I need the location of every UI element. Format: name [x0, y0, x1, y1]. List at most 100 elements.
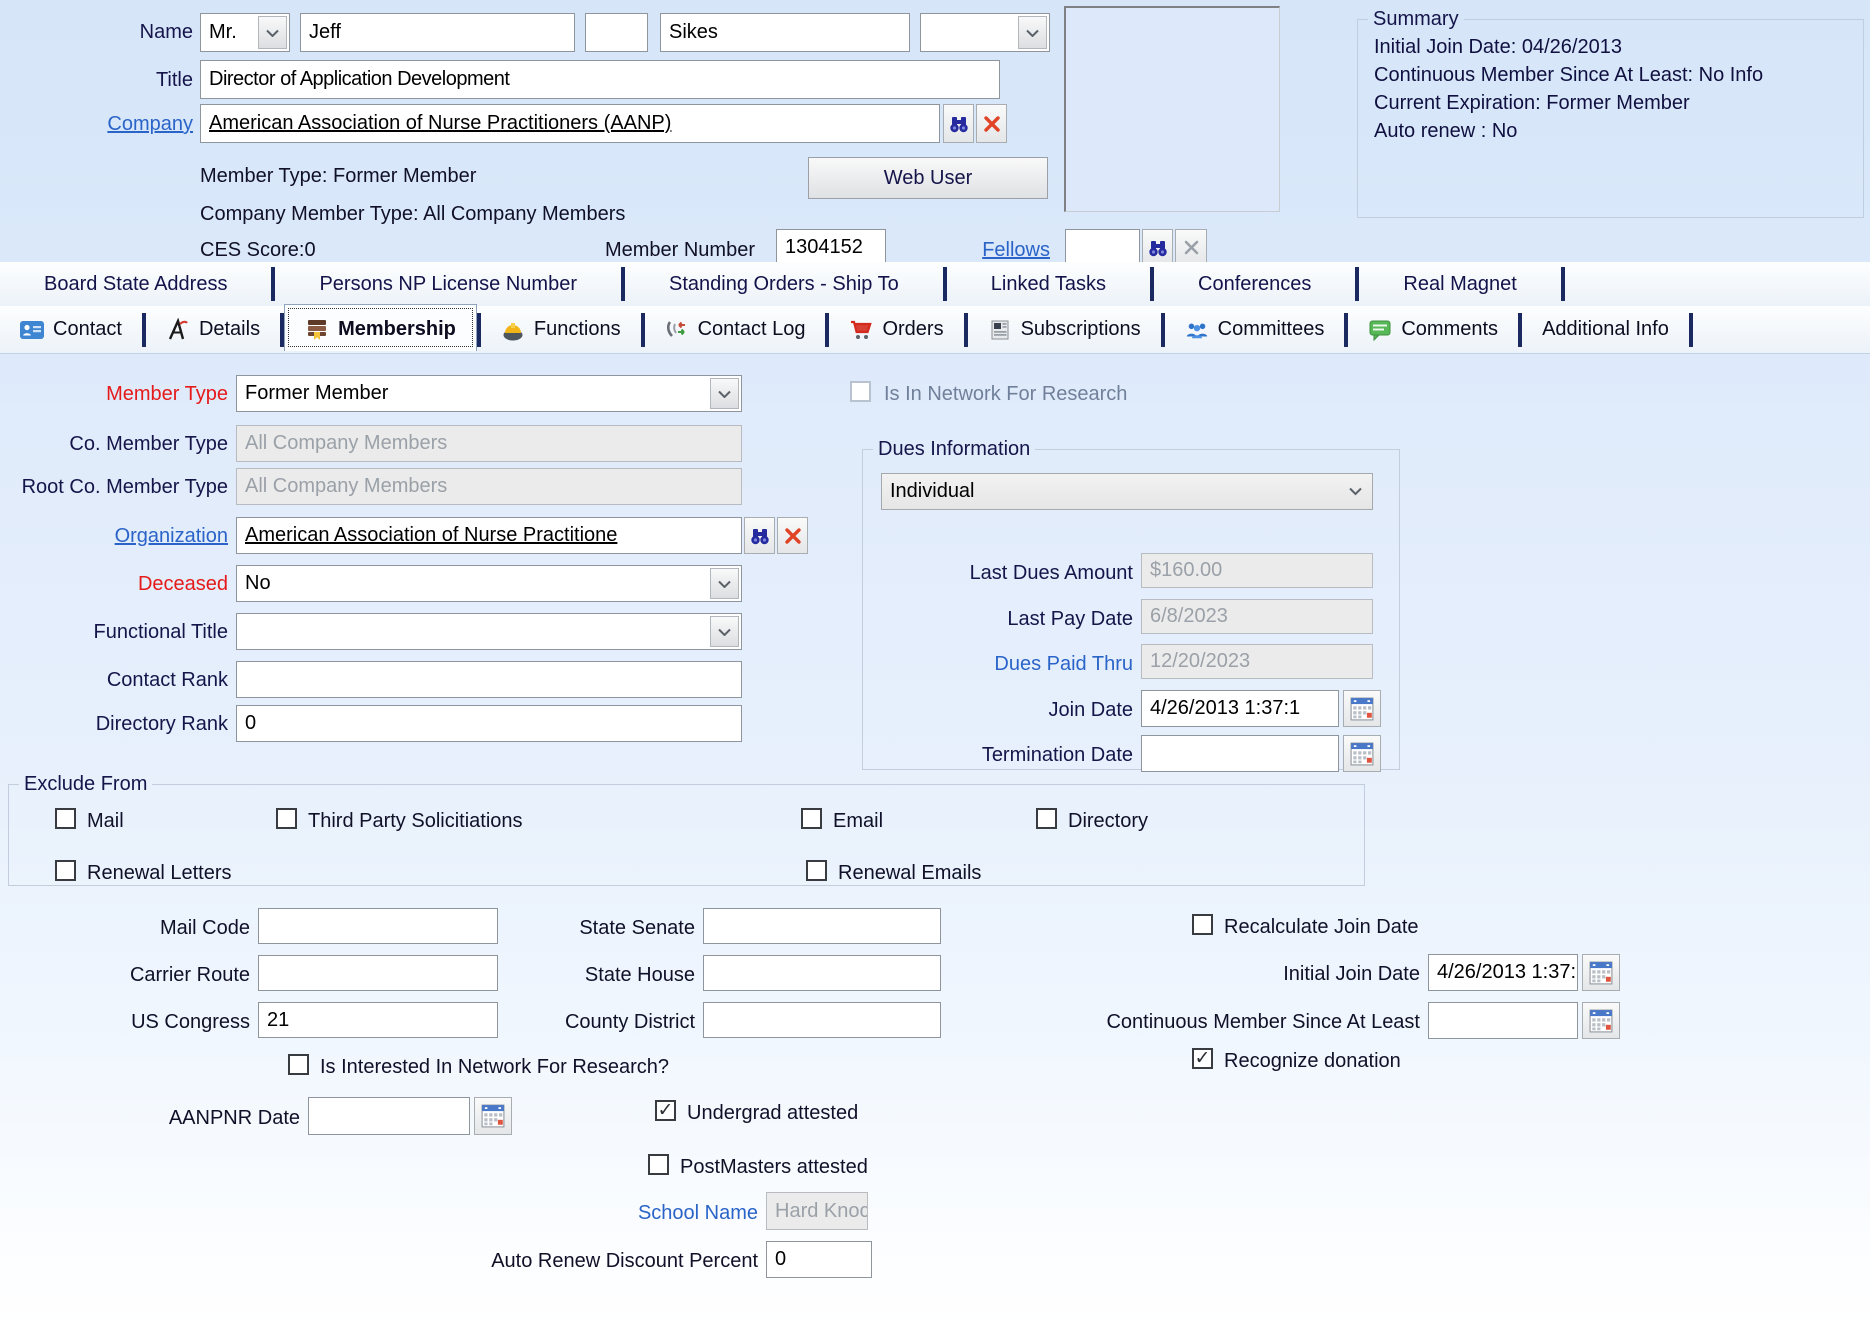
initial-join-date-input[interactable]: 4/26/2013 1:37:: [1428, 954, 1578, 991]
termination-date-calendar-button[interactable]: [1343, 735, 1381, 772]
fellows-input[interactable]: [1065, 229, 1140, 266]
tab-comments[interactable]: Comments: [1348, 306, 1518, 353]
initial-join-date-label: Initial Join Date: [1283, 963, 1420, 985]
calendar-icon: [1589, 960, 1613, 985]
recognize-donation-checkbox[interactable]: [1192, 1048, 1213, 1069]
fellows-search-button[interactable]: [1142, 229, 1173, 266]
state-senate-input[interactable]: [703, 908, 941, 944]
dues-paid-thru-label[interactable]: Dues Paid Thru: [994, 653, 1133, 675]
organization-link[interactable]: Organization: [114, 525, 228, 547]
organization-search-button[interactable]: [744, 517, 775, 554]
continuous-member-calendar-button[interactable]: [1582, 1002, 1620, 1039]
auto-renew-discount-input[interactable]: 0: [766, 1241, 872, 1278]
calendar-icon: [1350, 696, 1374, 721]
organization-clear-button[interactable]: [777, 517, 808, 554]
tab-persons-np-license-number[interactable]: Persons NP License Number: [319, 272, 577, 295]
exclude-from-legend: Exclude From: [24, 773, 148, 795]
tab-membership[interactable]: Membership: [284, 304, 477, 351]
exclude-email-checkbox[interactable]: [801, 808, 822, 829]
company-input[interactable]: American Association of Nurse Practition…: [200, 104, 940, 143]
state-house-label: State House: [584, 964, 695, 986]
directory-rank-label: Directory Rank: [95, 713, 228, 735]
exclude-directory-label: Directory: [1068, 810, 1149, 832]
root-co-member-type-input: All Company Members: [236, 468, 742, 505]
undergrad-attested-checkbox[interactable]: [655, 1100, 676, 1121]
company-link[interactable]: Company: [107, 113, 193, 135]
suffix-select[interactable]: [920, 13, 1050, 52]
exclude-renewal-emails-checkbox[interactable]: [806, 860, 827, 881]
fellows-clear-button[interactable]: [1175, 229, 1207, 266]
deceased-select[interactable]: No: [236, 565, 742, 602]
middle-name-input[interactable]: [585, 13, 648, 52]
last-pay-date-input: 6/8/2023: [1141, 599, 1373, 634]
recalculate-join-date-checkbox[interactable]: [1192, 914, 1213, 935]
tab-board-state-address[interactable]: Board State Address: [44, 272, 228, 295]
aanpnr-date-input[interactable]: [308, 1097, 470, 1135]
summary-expiration: Current Expiration: Former Member: [1374, 92, 1690, 114]
tab-real-magnet[interactable]: Real Magnet: [1403, 272, 1517, 295]
exclude-from-panel: Exclude From Mail Third Party Solicitiat…: [8, 773, 1365, 886]
company-search-button[interactable]: [943, 104, 974, 143]
exclude-third-party-checkbox[interactable]: [276, 808, 297, 829]
us-congress-input[interactable]: 21: [258, 1002, 498, 1038]
cart-icon: [849, 318, 873, 342]
first-name-input[interactable]: Jeff: [300, 13, 575, 52]
tab-standing-orders-ship-to[interactable]: Standing Orders - Ship To: [668, 272, 899, 295]
chevron-down-icon[interactable]: [710, 378, 739, 409]
tab-details[interactable]: Details: [146, 306, 280, 353]
chevron-down-icon[interactable]: [1341, 476, 1370, 507]
tab-contact-log[interactable]: Contact Log: [645, 306, 826, 353]
interested-network-checkbox[interactable]: [288, 1054, 309, 1075]
member-number-input[interactable]: 1304152: [776, 229, 886, 266]
title-input[interactable]: Director of Application Development: [200, 60, 1000, 99]
dues-type-select[interactable]: Individual: [881, 473, 1373, 510]
tab-conferences[interactable]: Conferences: [1198, 272, 1312, 295]
newspaper-icon: [988, 318, 1012, 342]
chevron-down-icon[interactable]: [710, 616, 739, 647]
chevron-down-icon[interactable]: [1018, 16, 1047, 49]
chevron-down-icon[interactable]: [258, 16, 287, 49]
county-district-label: County District: [564, 1011, 695, 1033]
prefix-select[interactable]: Mr.: [200, 13, 290, 52]
carrier-route-input[interactable]: [258, 955, 498, 991]
member-type-select[interactable]: Former Member: [236, 375, 742, 412]
termination-date-input[interactable]: [1141, 735, 1339, 772]
fellows-link[interactable]: Fellows: [982, 239, 1050, 261]
company-clear-button[interactable]: [976, 104, 1007, 143]
join-date-calendar-button[interactable]: [1343, 690, 1381, 727]
summary-initial-join: Initial Join Date: 04/26/2013: [1374, 36, 1622, 58]
exclude-directory-checkbox[interactable]: [1036, 808, 1057, 829]
exclude-mail-checkbox[interactable]: [55, 808, 76, 829]
root-co-member-type-label: Root Co. Member Type: [21, 476, 228, 498]
state-house-input[interactable]: [703, 955, 941, 991]
school-name-label[interactable]: School Name: [637, 1202, 758, 1224]
tab-orders[interactable]: Orders: [829, 306, 963, 353]
tab-contact[interactable]: Contact: [0, 306, 142, 353]
postmasters-attested-checkbox[interactable]: [648, 1154, 669, 1175]
tab-subscriptions[interactable]: Subscriptions: [968, 306, 1161, 353]
continuous-member-input[interactable]: [1428, 1002, 1578, 1039]
web-user-button[interactable]: Web User: [808, 157, 1048, 199]
people-icon: [1185, 318, 1209, 342]
functional-title-select[interactable]: [236, 613, 742, 650]
tab-committees[interactable]: Committees: [1165, 306, 1345, 353]
tab-additional-info[interactable]: Additional Info: [1542, 318, 1669, 340]
organization-input[interactable]: American Association of Nurse Practition…: [236, 517, 742, 554]
binoculars-icon: [947, 112, 971, 136]
tab-functions[interactable]: Functions: [481, 306, 641, 353]
initial-join-date-calendar-button[interactable]: [1582, 954, 1620, 991]
continuous-member-label: Continuous Member Since At Least: [1106, 1011, 1420, 1033]
contact-rank-input[interactable]: [236, 661, 742, 698]
tab-linked-tasks[interactable]: Linked Tasks: [990, 272, 1107, 295]
secondary-tab-bar: Board State Address Persons NP License N…: [0, 262, 1870, 306]
membership-book-icon: [305, 317, 329, 341]
last-name-input[interactable]: Sikes: [660, 13, 910, 52]
join-date-input[interactable]: 4/26/2013 1:37:1: [1141, 690, 1339, 727]
county-district-input[interactable]: [703, 1002, 941, 1038]
aanpnr-date-calendar-button[interactable]: [474, 1097, 512, 1135]
chevron-down-icon[interactable]: [710, 568, 739, 599]
exclude-renewal-letters-checkbox[interactable]: [55, 860, 76, 881]
is-in-network-checkbox[interactable]: [850, 381, 871, 402]
directory-rank-input[interactable]: 0: [236, 705, 742, 742]
mail-code-input[interactable]: [258, 908, 498, 944]
